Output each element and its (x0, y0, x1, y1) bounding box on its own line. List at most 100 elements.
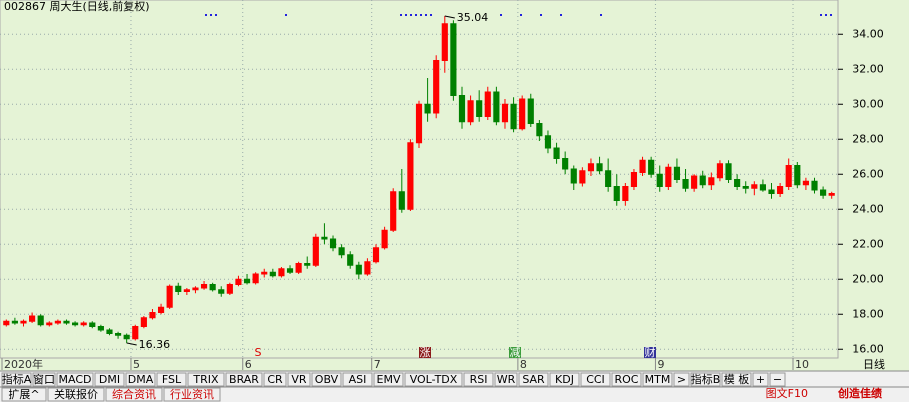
candle-body (501, 103, 509, 123)
event-marker[interactable] (419, 347, 431, 358)
toolbar-label[interactable]: KDJ (555, 373, 574, 386)
toolbar-label[interactable]: − (773, 373, 782, 386)
candle-body (192, 287, 199, 291)
candle-body (785, 165, 792, 187)
candle-body (828, 193, 835, 196)
toolbar-button[interactable] (769, 372, 786, 387)
candle-body (794, 165, 801, 186)
toolbar-label[interactable]: TRIX (192, 373, 219, 386)
toolbar-button[interactable] (611, 372, 642, 387)
tab-label[interactable]: 扩展^ (8, 387, 39, 401)
toolbar-button[interactable] (463, 372, 494, 387)
x-tick-label: 8 (520, 358, 527, 371)
toolbar-label[interactable]: CCI (586, 373, 605, 386)
event-marker-label: 减 (510, 346, 521, 359)
toolbar-label[interactable]: VR (291, 373, 307, 386)
toolbar-button[interactable] (187, 372, 225, 387)
toolbar-button[interactable] (673, 372, 690, 387)
toolbar-button[interactable] (752, 372, 769, 387)
candle-body (665, 166, 672, 187)
toolbar-label[interactable]: WR (497, 373, 516, 386)
toolbar-button[interactable] (342, 372, 373, 387)
toolbar-button[interactable] (311, 372, 342, 387)
tab[interactable] (47, 387, 105, 402)
toolbar-button[interactable] (642, 372, 673, 387)
toolbar-label[interactable]: 指标B (691, 372, 721, 386)
toolbar-button[interactable] (287, 372, 311, 387)
toolbar-button[interactable] (32, 372, 56, 387)
toolbar-label[interactable]: DMI (99, 373, 120, 386)
candle-body (286, 268, 294, 273)
toolbar-label[interactable]: 指标A (2, 372, 32, 386)
tab[interactable] (1, 387, 47, 402)
toolbar-button[interactable] (518, 372, 549, 387)
candle-body (132, 326, 139, 340)
toolbar-button[interactable] (125, 372, 156, 387)
candle-body (20, 320, 27, 324)
toolbar-button[interactable] (1, 372, 32, 387)
toolbar-button[interactable] (156, 372, 187, 387)
toolbar-label[interactable]: 窗口 (33, 372, 55, 386)
indicator-dot (560, 14, 562, 16)
event-marker[interactable] (644, 347, 656, 358)
toolbar-label[interactable]: RSI (470, 373, 488, 386)
toolbar-label[interactable]: DMA (128, 373, 154, 386)
candle-body (656, 173, 663, 187)
toolbar-button[interactable] (94, 372, 125, 387)
candle-body (725, 163, 732, 180)
indicator-dot (205, 14, 207, 16)
toolbar-label[interactable]: ASI (349, 373, 367, 386)
toolbar-button[interactable] (690, 372, 721, 387)
event-marker[interactable] (509, 347, 521, 358)
candle-body (243, 278, 251, 284)
toolbar-label[interactable]: BRAR (229, 373, 259, 386)
toolbar-label[interactable]: FSL (162, 373, 182, 386)
toolbar-button[interactable] (56, 372, 94, 387)
toolbar-button[interactable] (549, 372, 580, 387)
toolbar-label[interactable]: + (756, 373, 765, 386)
candle-body (691, 175, 698, 189)
tab-label[interactable]: 行业资讯 (170, 388, 214, 401)
period-label: 日线 (863, 357, 885, 371)
indicator-dot (400, 14, 402, 16)
toolbar-label[interactable]: SAR (522, 373, 545, 386)
toolbar-button[interactable] (263, 372, 287, 387)
toolbar-label[interactable]: 模 板 (724, 372, 750, 386)
toolbar-button[interactable] (404, 372, 463, 387)
candle-body (458, 95, 466, 123)
indicator-dot (415, 14, 417, 16)
candle-body (166, 285, 173, 308)
toolbar-button[interactable] (494, 372, 518, 387)
tab[interactable] (105, 387, 163, 402)
candle-body (476, 100, 483, 117)
candle-body (751, 184, 758, 189)
toolbar-label[interactable]: OBV (315, 373, 339, 386)
tab-label[interactable]: 关联报价 (54, 387, 98, 401)
toolbar-button[interactable] (225, 372, 263, 387)
toolbar-label[interactable]: EMV (377, 373, 401, 386)
toolbar-label[interactable]: > (677, 373, 686, 386)
candle-body (467, 100, 474, 123)
candle-body (226, 284, 233, 294)
toolbar-button[interactable] (373, 372, 404, 387)
toolbar-label[interactable]: MTM (645, 373, 671, 386)
right-tab[interactable]: 图文F10 (766, 386, 808, 400)
toolbar-label[interactable]: MACD (59, 373, 92, 386)
candle-body (441, 23, 448, 61)
toolbar-label[interactable]: ROC (615, 373, 639, 386)
right-text: 创造佳绩 (837, 386, 882, 400)
candle-body (29, 315, 36, 322)
y-tick-label: 32.00 (852, 62, 884, 75)
candle-body (493, 91, 500, 123)
tab[interactable] (163, 387, 221, 402)
candle-body (381, 229, 388, 249)
toolbar-label[interactable]: VOL-TDX (410, 373, 458, 386)
toolbar-button[interactable] (580, 372, 611, 387)
tab-label[interactable]: 综合资讯 (112, 387, 156, 401)
candle-body (252, 273, 259, 284)
toolbar-label[interactable]: CR (267, 373, 283, 386)
candle-body (613, 186, 620, 201)
candle-body (89, 322, 96, 327)
candle-body (734, 179, 741, 187)
toolbar-button[interactable] (721, 372, 752, 387)
